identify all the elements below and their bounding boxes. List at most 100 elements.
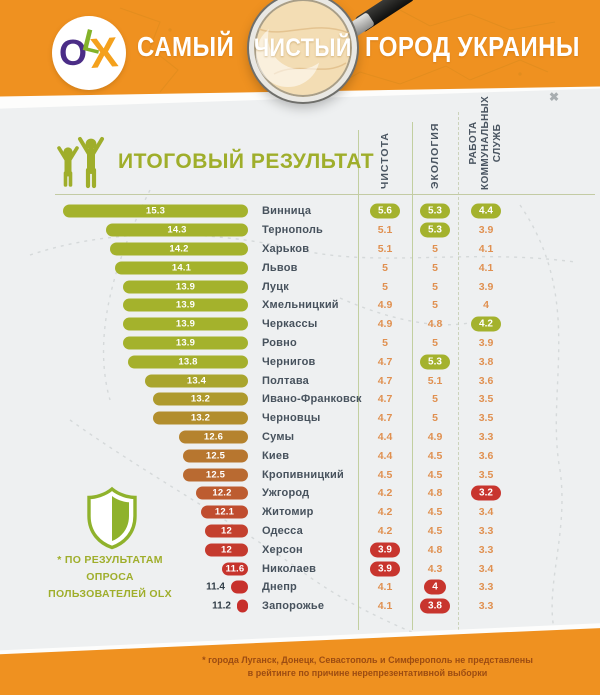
total-score-bar: 13.9 [123,280,248,294]
total-score-bar: 13.9 [123,317,248,331]
total-score-bar: 14.3 [106,223,248,237]
total-score-bar: 14.2 [110,242,248,256]
score-cleanliness: 4.7 [377,412,393,425]
score-ecology: 5.3 [407,354,463,370]
city-name: Черкассы [262,318,318,331]
score-ecology: 4.3 [427,562,443,575]
score-badge-best: 5.3 [420,203,450,219]
score-cleanliness: 4.2 [377,487,393,500]
score-ecology: 5.1 [427,374,443,387]
footnote-line1: * города Луганск, Донецк, Севастополь и … [202,655,533,665]
score-ecology: 5.3 [407,222,463,238]
survey-note-line1: * ПО РЕЗУЛЬТАТАМ [57,554,163,566]
ranking-row: 12.2 Ужгород 4.2 4.8 3.2 [0,484,600,503]
ranking-row: 13.8 Чернигов 4.7 5.3 3.8 [0,352,600,371]
footer-band: * города Луганск, Донецк, Севастополь и … [0,598,600,695]
score-utilities: 3.6 [478,374,494,387]
ranking-row: 13.9 Хмельницкий 4.9 5 4 [0,296,600,315]
score-ecology: 4.5 [427,524,443,537]
score-cleanliness: 4.5 [377,468,393,481]
ranking-row: 12 Одесса 4.2 4.5 3.3 [0,522,600,541]
score-utilities: 3.4 [478,506,494,519]
score-utilities: 3.2 [456,485,516,501]
score-badge-best: 5.6 [370,203,400,219]
total-score-label: 13.9 [175,337,196,349]
footnote-line2: в рейтинге по причине нерепрезентативной… [247,667,488,678]
city-name: Харьков [262,242,310,255]
ranking-row: 13.4 Полтава 4.7 5.1 3.6 [0,371,600,390]
city-name: Сумы [262,430,295,443]
magnifier-lens-icon: ЧИСТЫЙ [249,0,357,102]
score-cleanliness: 4.2 [377,506,393,519]
city-name: Полтава [262,374,309,387]
shield-icon [87,486,137,550]
total-score-bar: 12 [205,524,248,538]
city-name: Одесса [262,524,303,537]
score-utilities: 3.9 [478,224,494,237]
score-cleanliness: 4.7 [377,374,393,387]
city-name: Киев [262,449,290,462]
total-score-label: 13.8 [178,356,198,368]
score-ecology: 5 [432,412,438,425]
total-score-label: 13.2 [190,412,211,424]
ranking-row: 13.2 Ивано-Франковск 4.7 5 3.5 [0,390,600,409]
ranking-row: 13.9 Луцк 5 5 3.9 [0,277,600,296]
score-ecology: 5 [432,280,438,293]
survey-note-line3: ПОЛЬЗОВАТЕЛЕЙ OLX [48,588,172,600]
total-score-bar: 12.5 [183,468,248,482]
header-title-left: САМЫЙ [137,31,235,62]
score-ecology: 4.5 [427,449,443,462]
city-name: Херсон [262,543,303,556]
score-utilities: 4 [483,299,489,312]
city-name: Запорожье [262,600,325,613]
column-header-cleanliness: ЧИСТОТА [379,132,391,189]
total-score-label: 13.9 [175,318,196,330]
total-score-label: 12.6 [203,431,224,443]
score-cleanliness: 4.4 [377,449,393,462]
city-name: Львов [262,261,298,274]
score-ecology: 4.8 [427,318,443,331]
total-score-label: 13.4 [186,375,207,387]
total-score-bar: 12.5 [183,449,248,463]
ranking-row: 14.3 Тернополь 5.1 5.3 3.9 [0,221,600,240]
score-utilities: 3.3 [478,543,494,556]
score-cleanliness: 5.1 [377,242,393,255]
score-utilities: 3.9 [478,336,494,349]
city-name: Ивано-Франковск [262,393,362,406]
score-ecology: 5 [432,393,438,406]
ranking-row: 11.6 Николаев 3.9 4.3 3.4 [0,559,600,578]
score-cleanliness: 5 [382,280,388,293]
total-score-bar: 13.2 [153,411,248,425]
city-name: Черновцы [262,412,321,425]
total-score-label: 14.3 [167,224,187,236]
score-badge-worst: 4 [424,579,446,595]
column-divider-1 [358,130,359,630]
score-ecology: 4.5 [427,468,443,481]
total-score-label: 11.6 [225,563,245,575]
score-utilities: 3.8 [478,355,494,368]
city-name: Тернополь [262,224,324,237]
score-utilities: 3.5 [478,412,494,425]
city-name: Хмельницкий [262,299,339,312]
ranking-row: 12 Херсон 3.9 4.8 3.3 [0,540,600,559]
total-score-bar [237,599,248,613]
score-badge-worst: 3.8 [420,598,450,614]
lens-map-decoration [258,27,350,75]
ranking-row: 11.4 Днепр 4.1 4 3.3 [0,578,600,597]
score-badge-best: 5.3 [420,222,450,238]
city-name: Винница [262,205,312,218]
column-divider-3 [458,112,460,630]
score-ecology: 4.8 [427,543,443,556]
total-score-label: 13.2 [190,393,211,405]
total-score-bar: 12.1 [201,505,248,519]
score-cleanliness: 4.9 [377,299,393,312]
score-badge-worst: 3.2 [471,485,501,501]
total-score-bar [231,580,248,594]
score-ecology: 4.9 [427,430,443,443]
score-utilities: 3.5 [478,393,494,406]
total-score-label: 14.1 [171,262,192,274]
ranking-row: 14.1 Львов 5 5 4.1 [0,258,600,277]
ranking-row: 12.6 Сумы 4.4 4.9 3.3 [0,428,600,447]
score-ecology: 4.5 [427,506,443,519]
